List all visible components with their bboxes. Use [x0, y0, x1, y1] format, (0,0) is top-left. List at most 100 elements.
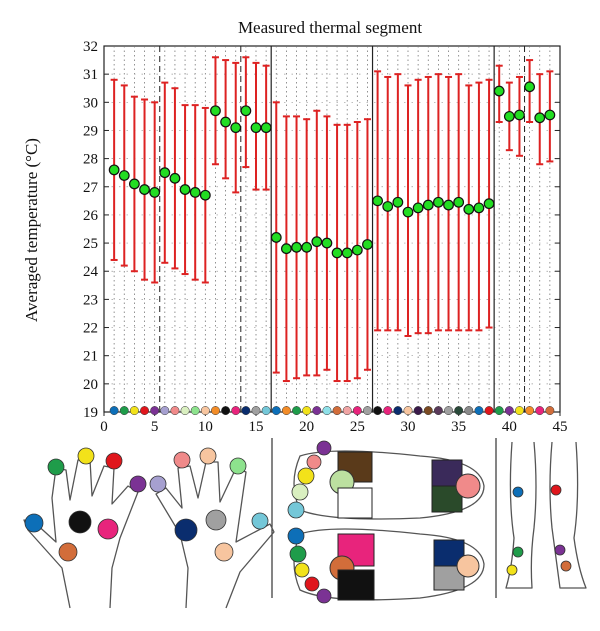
y-tick-label: 22 [83, 321, 98, 337]
data-point [260, 122, 272, 134]
right-hand-sensor [229, 457, 247, 475]
leg-sensor [512, 546, 524, 558]
data-point [412, 202, 424, 214]
segment-color-marker [535, 406, 545, 416]
x-tick-label: 30 [401, 419, 416, 435]
segment-color-marker [504, 406, 514, 416]
top-foot-sensor [455, 473, 481, 499]
y-tick-label: 25 [83, 236, 98, 252]
data-point [179, 184, 191, 195]
right-hand-sensor [173, 451, 191, 469]
data-point [443, 199, 454, 211]
data-point [392, 196, 404, 208]
top-foot-toe-sensor [297, 467, 315, 485]
segment-color-marker [363, 406, 372, 416]
segment-color-marker [180, 406, 190, 416]
segment-color-marker [231, 406, 241, 416]
x-tick-label: 45 [553, 419, 568, 435]
segment-color-marker [413, 406, 423, 416]
left-leg-outline [505, 441, 537, 589]
chart-title: Measured thermal segment [237, 18, 423, 37]
data-point [270, 232, 282, 243]
y-tick-label: 20 [83, 377, 98, 393]
segment-color-marker [160, 406, 170, 416]
segment-color-marker [140, 406, 149, 416]
body-illustration [23, 438, 587, 609]
segment-color-marker [292, 406, 301, 416]
left-hand-outline [23, 459, 139, 609]
bottom-foot-toe-sensor [289, 545, 307, 563]
data-point [524, 81, 535, 93]
segment-color-marker [383, 406, 393, 416]
x-tick-label: 20 [299, 419, 314, 435]
thermal-chart: 19 20 21 22 23 24 25 26 27 28 29 30 31 32 0 5 10 15 20 25 30… [83, 39, 568, 435]
segment-color-marker [474, 406, 484, 416]
data-point [534, 112, 546, 124]
left-hand-sensor [105, 452, 123, 470]
data-point [149, 186, 161, 198]
plot-frame [103, 45, 561, 413]
segment-color-marker [302, 406, 312, 416]
leg-sensor [550, 484, 562, 496]
y-tick-label: 29 [83, 123, 98, 139]
left-hand-sensor [68, 510, 92, 534]
bottom-foot-toe-sensor [304, 576, 320, 592]
leg-sensor [512, 486, 524, 498]
x-tick-label: 35 [451, 419, 466, 435]
segment-color-marker [211, 406, 220, 416]
y-tick-label: 32 [83, 39, 98, 55]
top-foot-toe-sensor [306, 454, 322, 470]
y-tick-label: 30 [83, 95, 98, 111]
leg-sensor [560, 560, 572, 572]
segment-color-marker [200, 406, 210, 416]
data-point [493, 85, 505, 97]
bottom-foot-sensor [456, 554, 480, 578]
right-leg-outline [549, 441, 587, 589]
data-point [128, 178, 140, 190]
top-foot-pad [337, 487, 373, 519]
data-point [362, 239, 373, 250]
data-point [382, 201, 394, 212]
segment-color-marker [150, 406, 160, 416]
top-foot-toe-sensor [291, 483, 309, 501]
left-hand-sensor [97, 518, 119, 540]
data-point [230, 122, 242, 134]
y-tick-label: 28 [83, 152, 98, 168]
left-hand-sensor [47, 458, 65, 476]
segment-color-marker [251, 406, 261, 416]
right-hand-sensor [174, 518, 198, 542]
data-point [159, 167, 171, 179]
left-hand-sensor [129, 475, 147, 493]
segment-color-marker [525, 406, 535, 416]
right-hand-sensor [214, 542, 234, 562]
x-tick-label: 5 [151, 419, 159, 435]
data-point [433, 196, 444, 208]
segment-color-marker [261, 406, 271, 416]
left-hand-sensor [58, 542, 78, 562]
data-point [210, 105, 221, 117]
y-tick-label: 21 [83, 349, 98, 365]
data-point [503, 110, 515, 122]
y-tick-label: 23 [83, 292, 98, 308]
data-point [321, 237, 333, 249]
segment-color-marker [342, 406, 352, 416]
segment-color-marker [454, 406, 464, 416]
segment-color-marker [464, 406, 474, 416]
segment-color-marker [271, 406, 281, 416]
y-tick-label: 31 [83, 67, 98, 83]
segment-color-marker [109, 406, 119, 416]
x-tick-label: 40 [502, 419, 517, 435]
data-point [463, 203, 475, 215]
segment-color-marker [312, 406, 322, 416]
segment-color-marker [484, 406, 494, 416]
segment-color-marker [190, 406, 200, 416]
y-tick-label: 27 [83, 180, 99, 196]
y-tick-label: 24 [83, 264, 99, 280]
leg-sensor [554, 544, 566, 556]
data-point [281, 243, 292, 255]
segment-color-marker [393, 406, 403, 416]
data-point [139, 184, 150, 195]
top-foot-toe-sensor [316, 440, 332, 456]
segment-color-marker [444, 406, 453, 416]
x-tick-label: 15 [249, 419, 264, 435]
